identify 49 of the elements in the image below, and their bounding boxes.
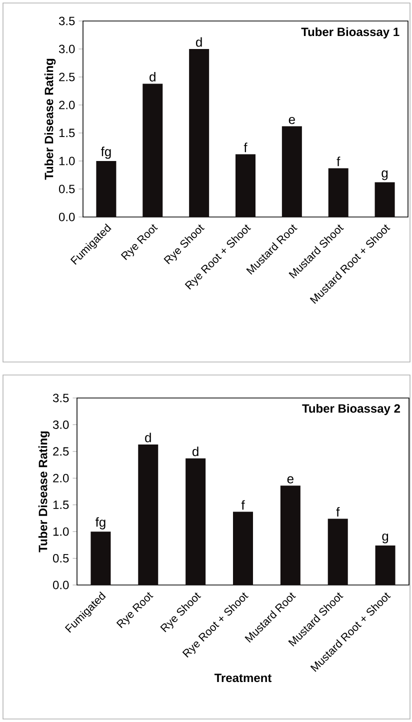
bar: [142, 84, 163, 217]
bar: [374, 182, 395, 217]
y-tick-label: 0.5: [58, 184, 75, 194]
bar: [328, 518, 348, 585]
y-tick-label: 2.0: [59, 100, 75, 110]
y-tick-label: 0.0: [52, 580, 69, 590]
annotation: fg: [95, 517, 106, 530]
y-tick-label: 2.5: [59, 72, 75, 82]
y-tick-label: 1.5: [53, 500, 69, 510]
y-tick-label: 1.0: [53, 527, 69, 536]
annotation: g: [382, 170, 388, 180]
bar: [282, 126, 302, 217]
y-tick-label: 0.0: [58, 212, 75, 222]
y-tick-label: 3.5: [52, 394, 69, 402]
bar: [280, 486, 300, 585]
y-tick-label: 3.0: [58, 44, 75, 54]
bar: [186, 458, 206, 585]
chart-title: Tuber Bioassay 2: [302, 404, 400, 416]
annotation: d: [192, 446, 198, 456]
y-axis-title: Tuber Disease Rating: [38, 431, 50, 552]
annotation: e: [287, 476, 294, 484]
annotation: d: [196, 37, 202, 47]
y-tick-label: 3.0: [52, 420, 69, 429]
bar: [233, 512, 253, 585]
bar: [138, 444, 158, 585]
bar: [375, 545, 396, 585]
bar: [236, 154, 256, 217]
y-tick-label: 3.5: [58, 16, 75, 26]
y-tick-label: 2.5: [53, 447, 69, 456]
annotation: d: [150, 72, 156, 82]
bar: [96, 160, 116, 217]
y-axis-title: Tuber Disease Rating: [44, 58, 56, 180]
bar: [90, 532, 111, 585]
annotation: e: [288, 116, 295, 124]
annotation: f: [244, 142, 248, 152]
y-tick-label: 2.0: [53, 474, 69, 482]
y-tick-label: 0.5: [52, 554, 69, 563]
bar: [189, 48, 210, 217]
y-tick-label: 1.0: [59, 156, 75, 166]
annotation: f: [336, 156, 340, 166]
annotation: g: [382, 534, 388, 544]
x-axis-title: Treatment: [214, 674, 272, 682]
y-tick-label: 1.5: [59, 128, 75, 138]
annotation: f: [241, 500, 245, 510]
chart-title: Tuber Bioassay 1: [301, 27, 400, 39]
annotation: d: [145, 432, 151, 442]
bar: [328, 168, 348, 217]
annotation: fg: [100, 146, 111, 159]
annotation: f: [336, 507, 340, 517]
